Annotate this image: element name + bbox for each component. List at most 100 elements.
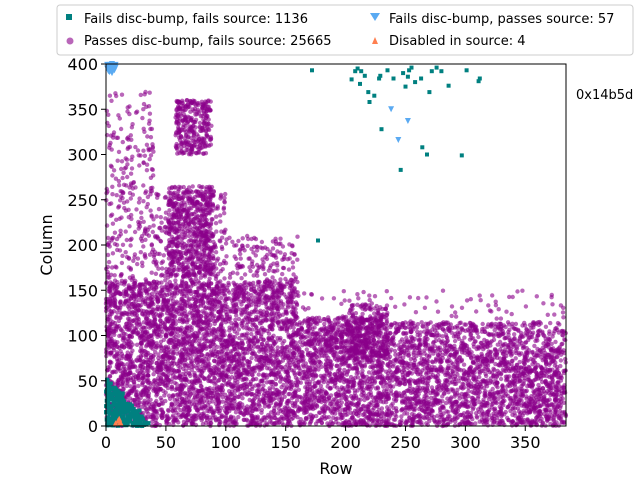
point-passes-disc-bump <box>398 359 404 365</box>
point-passes-disc-bump <box>282 411 287 416</box>
point-passes-disc-bump <box>518 365 524 370</box>
point-passes-disc-bump <box>210 399 215 404</box>
point-passes-disc-bump <box>282 394 287 399</box>
point-passes-disc-bump <box>254 365 259 370</box>
point-passes-disc-bump <box>450 379 455 385</box>
point-passes-disc-bump <box>539 365 544 371</box>
point-passes-disc-bump <box>214 417 219 422</box>
point-passes-disc-bump <box>140 367 145 372</box>
point-passes-disc-bump <box>534 395 539 400</box>
point-passes-disc-bump <box>236 401 241 407</box>
point-passes-disc-bump <box>513 356 518 361</box>
point-passes-disc-bump <box>309 392 314 397</box>
point-passes-disc-bump <box>443 380 448 385</box>
point-passes-disc-bump <box>532 377 537 382</box>
point-passes-disc-bump <box>454 399 460 405</box>
point-passes-disc-bump <box>355 375 361 380</box>
point-passes-disc-bump <box>166 408 171 414</box>
point-passes-disc-bump <box>556 371 561 376</box>
point-passes-disc-bump <box>141 359 147 364</box>
point-passes-disc-bump <box>328 365 333 370</box>
point-passes-disc-bump <box>367 410 373 416</box>
point-passes-disc-bump <box>175 399 180 404</box>
point-passes-disc-bump <box>411 362 416 368</box>
point-passes-disc-bump <box>206 364 211 369</box>
point-passes-disc-bump <box>547 367 553 372</box>
point-passes-disc-bump <box>242 376 247 382</box>
point-passes-disc-bump <box>487 391 493 396</box>
point-passes-disc-bump <box>341 379 347 385</box>
point-passes-disc-bump <box>184 404 189 409</box>
point-passes-disc-bump <box>377 362 382 368</box>
point-passes-disc-bump <box>469 384 474 389</box>
point-passes-disc-bump <box>519 386 524 392</box>
point-passes-disc-bump <box>529 419 535 425</box>
point-passes-disc-bump <box>495 368 500 374</box>
point-passes-disc-bump <box>174 392 179 398</box>
point-passes-disc-bump <box>152 378 157 383</box>
point-passes-disc-bump <box>485 400 490 406</box>
point-passes-disc-bump <box>351 395 356 400</box>
point-passes-disc-bump <box>146 391 152 396</box>
legend: Fails disc-bump, fails source: 1136 Pass… <box>56 4 634 56</box>
point-passes-disc-bump <box>375 418 380 424</box>
point-passes-disc-bump <box>186 370 192 376</box>
point-passes-disc-bump <box>181 419 187 424</box>
point-passes-disc-bump <box>443 400 449 406</box>
point-passes-disc-bump <box>339 385 344 390</box>
point-passes-disc-bump <box>391 392 397 398</box>
point-passes-disc-bump <box>262 415 268 420</box>
point-passes-disc-bump <box>273 387 278 393</box>
point-passes-disc-bump <box>304 392 309 397</box>
point-passes-disc-bump <box>246 369 252 375</box>
point-passes-disc-bump <box>557 409 563 414</box>
point-passes-disc-bump <box>389 403 394 408</box>
point-passes-disc-bump <box>208 405 213 410</box>
point-passes-disc-bump <box>207 385 212 391</box>
point-passes-disc-bump <box>460 400 465 405</box>
point-passes-disc-bump <box>474 414 479 419</box>
point-passes-disc-bump <box>552 394 557 400</box>
point-passes-disc-bump <box>386 419 391 424</box>
point-passes-disc-bump <box>201 359 206 365</box>
point-passes-disc-bump <box>394 408 399 414</box>
point-passes-disc-bump <box>471 374 477 379</box>
point-passes-disc-bump <box>234 364 239 369</box>
point-passes-disc-bump <box>316 379 321 384</box>
point-passes-disc-bump <box>215 398 220 403</box>
point-passes-disc-bump <box>277 419 282 425</box>
point-passes-disc-bump <box>311 376 316 382</box>
point-passes-disc-bump <box>521 419 526 425</box>
point-passes-disc-bump <box>146 406 152 411</box>
point-passes-disc-bump <box>284 369 290 374</box>
point-passes-disc-bump <box>473 421 478 426</box>
point-passes-disc-bump <box>412 408 417 413</box>
point-passes-disc-bump <box>144 369 150 374</box>
point-passes-disc-bump <box>435 413 440 418</box>
point-passes-disc-bump <box>318 383 324 388</box>
point-passes-disc-bump <box>423 390 429 395</box>
point-passes-disc-bump <box>229 392 234 398</box>
point-passes-disc-bump <box>411 396 416 401</box>
point-passes-disc-bump <box>555 388 560 393</box>
point-passes-disc-bump <box>115 381 120 386</box>
point-passes-disc-bump <box>359 364 365 370</box>
point-passes-disc-bump <box>527 395 532 401</box>
point-passes-disc-bump <box>263 388 268 393</box>
point-passes-disc-bump <box>303 361 308 366</box>
point-passes-disc-bump <box>262 404 268 409</box>
point-passes-disc-bump <box>250 372 255 377</box>
point-passes-disc-bump <box>213 394 218 399</box>
point-passes-disc-bump <box>227 377 232 382</box>
point-passes-disc-bump <box>423 359 428 364</box>
point-passes-disc-bump <box>539 416 544 421</box>
data-points <box>103 61 569 429</box>
point-passes-disc-bump <box>338 403 343 408</box>
point-passes-disc-bump <box>460 375 466 380</box>
point-passes-disc-bump <box>473 401 478 406</box>
point-passes-disc-bump <box>403 407 408 413</box>
point-passes-disc-bump <box>196 377 201 382</box>
point-passes-disc-bump <box>151 406 156 412</box>
point-passes-disc-bump <box>197 406 202 411</box>
point-passes-disc-bump <box>430 359 435 364</box>
